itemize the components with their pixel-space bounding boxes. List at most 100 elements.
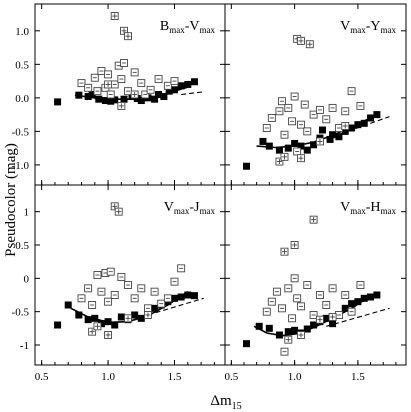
x-tick-label: 1.5 bbox=[351, 371, 365, 383]
open-square-point bbox=[137, 79, 146, 88]
x-axis-label-sub: 15 bbox=[232, 401, 242, 412]
open-square-point bbox=[130, 68, 139, 77]
panel-bottom-left: 0.5 1.0 1.5 1 0.5 0 -0.5 -1 Vmax-Jmax bbox=[12, 184, 226, 383]
crossed-square-point bbox=[114, 207, 123, 216]
crossed-square-point bbox=[117, 101, 126, 110]
open-square-point bbox=[146, 85, 155, 94]
open-square-point bbox=[262, 124, 271, 132]
panel-label-a: B bbox=[160, 19, 169, 34]
filled-square-point bbox=[303, 146, 311, 154]
filled-square-point bbox=[326, 135, 334, 143]
filled-square-point bbox=[107, 97, 115, 105]
panel-label-a-sub: max bbox=[350, 25, 366, 35]
panel-top-right: Vmax-Ymax bbox=[224, 3, 407, 186]
crossed-square-point bbox=[143, 311, 152, 319]
panel-label: Bmax-Vmax bbox=[160, 19, 216, 35]
open-square-point bbox=[77, 79, 86, 88]
filled-square-point bbox=[84, 93, 92, 101]
open-square-point bbox=[170, 77, 179, 86]
open-square-point bbox=[296, 120, 305, 129]
filled-square-point bbox=[335, 133, 343, 141]
filled-square-point bbox=[190, 78, 198, 86]
filled-square-point bbox=[133, 95, 141, 103]
open-square-point bbox=[84, 284, 93, 293]
filled-square-point bbox=[291, 139, 299, 147]
crossed-square-point bbox=[305, 40, 314, 49]
open-square-point bbox=[97, 67, 106, 75]
filled-square-point bbox=[165, 87, 173, 95]
panel-label: Vmax-Hmax bbox=[340, 200, 396, 216]
filled-square-point bbox=[111, 321, 119, 329]
open-square-point bbox=[110, 291, 119, 299]
open-square-point bbox=[284, 284, 293, 293]
panel-label-b-sub: max bbox=[200, 25, 216, 35]
open-square-point bbox=[347, 87, 356, 96]
filled-square-point bbox=[265, 324, 273, 332]
filled-square-point bbox=[171, 294, 179, 302]
crossed-square-point bbox=[275, 157, 284, 166]
open-square-point bbox=[315, 105, 324, 114]
y-tick-label: 0.5 bbox=[15, 59, 29, 71]
crossed-square-point bbox=[280, 247, 289, 256]
filled-square-point bbox=[91, 314, 99, 322]
open-square-point bbox=[106, 267, 115, 276]
filled-square-point bbox=[243, 162, 251, 170]
crossed-square-point bbox=[104, 331, 113, 339]
filled-square-point bbox=[137, 97, 145, 105]
filled-square-point bbox=[243, 340, 251, 348]
open-square-point bbox=[110, 80, 119, 89]
panel-label-a-sub: max bbox=[169, 25, 185, 35]
panel-label: Vmax-Jmax bbox=[164, 200, 216, 216]
open-square-point bbox=[280, 130, 289, 139]
dashed-fit-curve bbox=[181, 91, 204, 96]
filled-square-point bbox=[303, 325, 311, 333]
filled-square-point bbox=[155, 91, 163, 98]
open-square-point bbox=[290, 274, 299, 283]
panel-label-a: V bbox=[340, 19, 350, 34]
open-square-point bbox=[315, 291, 324, 299]
filled-square-point bbox=[329, 320, 337, 328]
crossed-square-point bbox=[284, 335, 293, 344]
crossed-square-point bbox=[328, 313, 337, 321]
panel-label: Vmax-Ymax bbox=[340, 19, 396, 35]
crossed-square-point bbox=[296, 154, 305, 163]
open-square-point bbox=[328, 284, 337, 293]
crossed-square-point bbox=[296, 36, 305, 45]
filled-square-point bbox=[95, 95, 103, 103]
open-square-point bbox=[341, 107, 350, 116]
open-square-point bbox=[84, 83, 93, 92]
open-square-point bbox=[275, 107, 284, 116]
filled-square-point bbox=[177, 82, 185, 90]
filled-square-point bbox=[75, 91, 83, 99]
filled-square-point bbox=[84, 316, 92, 324]
open-square-point bbox=[120, 59, 128, 67]
open-square-point bbox=[93, 87, 102, 96]
filled-square-point bbox=[360, 119, 368, 127]
filled-square-point bbox=[297, 142, 305, 150]
filled-square-point bbox=[367, 293, 375, 301]
filled-square-point bbox=[54, 98, 62, 106]
open-square-point bbox=[262, 307, 271, 316]
crossed-square-point bbox=[130, 90, 139, 99]
crossed-square-point bbox=[280, 152, 289, 161]
y-tick-label: 1 bbox=[24, 207, 30, 219]
open-square-point bbox=[293, 294, 302, 303]
filled-square-point bbox=[190, 292, 198, 300]
filled-square-point bbox=[171, 86, 179, 94]
crossed-square-point bbox=[309, 215, 318, 224]
open-square-point bbox=[288, 314, 297, 323]
panel-label-b-sub: max bbox=[381, 206, 397, 216]
open-square-point bbox=[163, 294, 172, 303]
x-axis-label-main: Δm bbox=[210, 393, 232, 409]
open-square-point bbox=[280, 347, 289, 356]
filled-square-point bbox=[275, 331, 283, 339]
crossed-square-point bbox=[88, 327, 97, 336]
crossed-square-point bbox=[110, 12, 119, 21]
panel-label-b-sub: max bbox=[381, 25, 397, 35]
filled-square-point bbox=[64, 301, 72, 309]
filled-square-point bbox=[111, 96, 119, 104]
filled-square-point bbox=[354, 298, 362, 306]
open-square-point bbox=[77, 294, 86, 303]
open-square-point bbox=[97, 287, 106, 296]
y-tick-label: 0.5 bbox=[15, 240, 29, 252]
